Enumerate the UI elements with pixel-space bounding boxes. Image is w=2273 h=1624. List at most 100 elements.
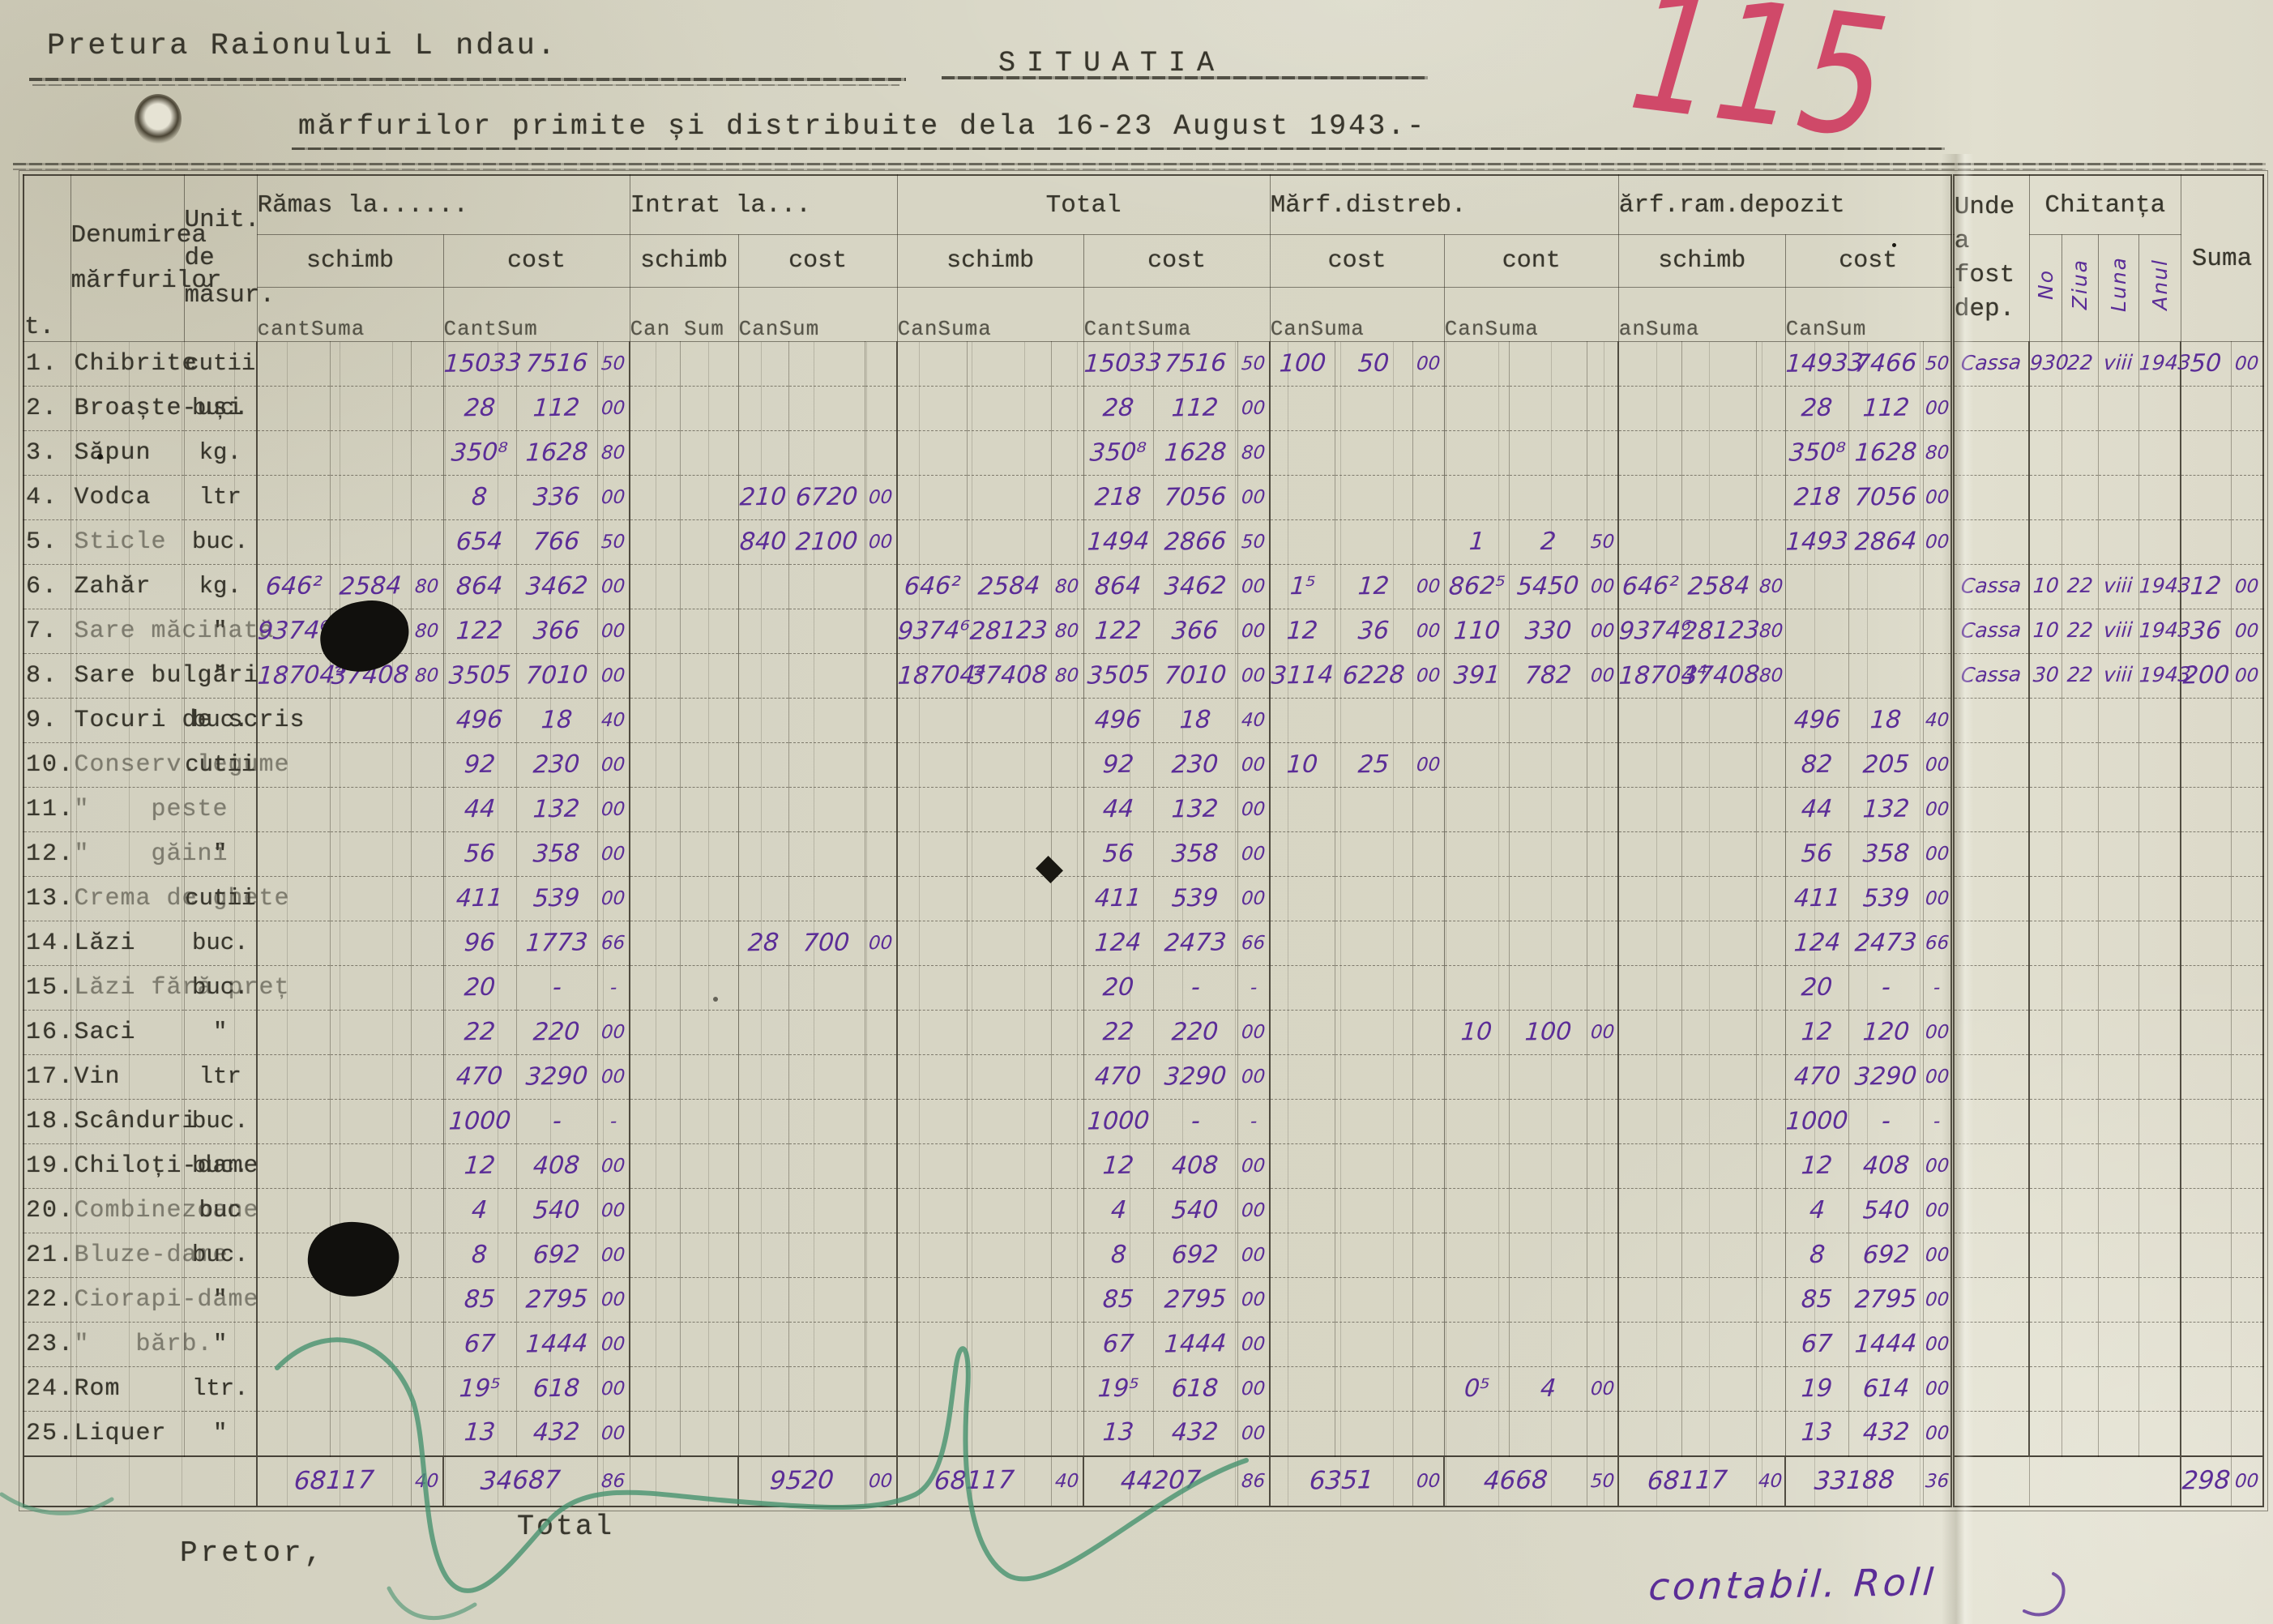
table-cell <box>2097 519 2139 565</box>
total-cell: 68117 <box>1617 1455 1757 1507</box>
table-cell <box>864 698 898 743</box>
table-cell <box>1755 386 1786 431</box>
table-cell <box>864 1010 898 1055</box>
table-cell <box>896 519 968 565</box>
table-cell <box>864 1054 898 1100</box>
table-cell <box>679 430 739 476</box>
table-cell <box>1755 1366 1786 1412</box>
table-cell: viii <box>2097 341 2139 387</box>
table-cell <box>864 965 898 1011</box>
table-cell: 37408 <box>1681 653 1760 699</box>
table-cell: 18 <box>1848 698 1924 743</box>
table-body: 1. Chibrite cutii 15033 7516 50 15033 7516 50 100… <box>23 341 2264 1507</box>
table-cell <box>896 475 968 520</box>
table-cell <box>1508 1411 1587 1456</box>
table-cell <box>2230 1411 2264 1456</box>
table-cell: 00 <box>1237 1188 1271 1233</box>
table-cell <box>1334 1322 1413 1367</box>
table-cell <box>1681 787 1757 832</box>
table-cell <box>256 876 330 921</box>
table-cell: 2. <box>23 386 70 431</box>
table-cell: 20 <box>1784 965 1849 1011</box>
table-cell <box>1586 831 1619 877</box>
total-cell: 86 <box>596 1455 630 1507</box>
table-cell <box>1050 341 1084 387</box>
table-cell <box>1050 1099 1084 1144</box>
table-cell: 220 <box>1152 1010 1238 1055</box>
table-cell: 00 <box>1922 1277 1953 1323</box>
table-cell <box>1755 1143 1786 1189</box>
table-cell <box>2230 787 2264 832</box>
table-cell: 80 <box>410 653 443 699</box>
table-cell <box>1617 965 1682 1011</box>
table-cell <box>1269 1099 1335 1144</box>
table-row: 18. Scânduri buc. 1000- -1000- -1000- - <box>23 1099 2264 1144</box>
table-cell: 366 <box>1152 609 1238 654</box>
table-cell <box>2230 1277 2264 1323</box>
table-cell: 28123 <box>1681 609 1760 654</box>
table-cell: 00 <box>1237 831 1271 877</box>
table-cell <box>629 564 681 609</box>
table-cell: 25 <box>1334 742 1413 788</box>
table-cell: 44 <box>1784 787 1849 832</box>
table-cell <box>2180 787 2232 832</box>
table-cell: 12 <box>442 1143 516 1189</box>
table-cell: 1444 <box>1152 1322 1238 1367</box>
table-cell <box>864 653 898 699</box>
table-cell <box>1617 430 1682 476</box>
table-cell <box>788 965 865 1011</box>
table-cell: Broaște-uși <box>70 386 243 431</box>
table-cell <box>1334 1010 1413 1055</box>
table-cell <box>329 787 411 832</box>
table-cell <box>1334 519 1413 565</box>
table-cell <box>2097 475 2139 520</box>
table-cell <box>329 1143 411 1189</box>
table-cell: 2473 <box>1152 921 1238 966</box>
table-cell: 00 <box>1586 1366 1619 1412</box>
table-cell <box>1617 1010 1682 1055</box>
table-cell: 00 <box>1922 519 1953 565</box>
table-cell <box>679 742 739 788</box>
table-cell <box>1050 386 1084 431</box>
table-cell <box>1617 921 1682 966</box>
table-cell <box>1443 1143 1510 1189</box>
table-cell <box>1269 1188 1335 1233</box>
table-cell: 18 <box>515 698 597 743</box>
table-cell <box>1334 1233 1413 1278</box>
table-row: 1. Chibrite cutii 15033 7516 50 15033 7516 50 100… <box>23 341 2264 387</box>
table-cell <box>2097 386 2139 431</box>
table-cell <box>679 1233 739 1278</box>
table-cell <box>629 386 681 431</box>
table-cell: 9374⁶ <box>1617 609 1692 654</box>
table-cell: Saci <box>70 1010 184 1055</box>
table-cell: 358 <box>1152 831 1238 877</box>
table-cell: 00 <box>1922 1411 1953 1456</box>
table-cell: 18 <box>1152 698 1238 743</box>
table-cell: 00 <box>1922 1322 1953 1367</box>
table-cell: buc <box>183 1188 257 1233</box>
table-cell <box>788 1054 865 1100</box>
table-row: 3. Săpun kg. 350⁸ 1628 80 350⁸ 1628 80 350⁸ 1628 80 <box>23 430 2264 476</box>
table-cell: 80 <box>1922 430 1953 476</box>
table-cell <box>1050 1188 1084 1233</box>
total-cell: 298 <box>2180 1455 2231 1507</box>
table-cell: 00 <box>1922 1010 1953 1055</box>
table-cell: 22 <box>2061 564 2099 609</box>
table-cell <box>1334 430 1413 476</box>
table-cell <box>1412 831 1445 877</box>
table-cell <box>2138 965 2181 1011</box>
table-cell <box>256 787 330 832</box>
table-cell <box>410 386 443 431</box>
group-header-chitanta: Chitanța <box>2028 174 2181 235</box>
table-cell <box>1617 386 1682 431</box>
table-cell: 12 <box>1784 1143 1849 1189</box>
table-cell <box>329 430 411 476</box>
table-cell: cutii <box>183 341 257 387</box>
table-cell: 3114 <box>1269 653 1335 699</box>
table-cell <box>1681 475 1757 520</box>
table-cell: 10 <box>2028 609 2062 654</box>
table-cell <box>1950 921 2030 966</box>
table-cell <box>864 1366 898 1412</box>
micro-header: CanSum <box>737 287 898 342</box>
